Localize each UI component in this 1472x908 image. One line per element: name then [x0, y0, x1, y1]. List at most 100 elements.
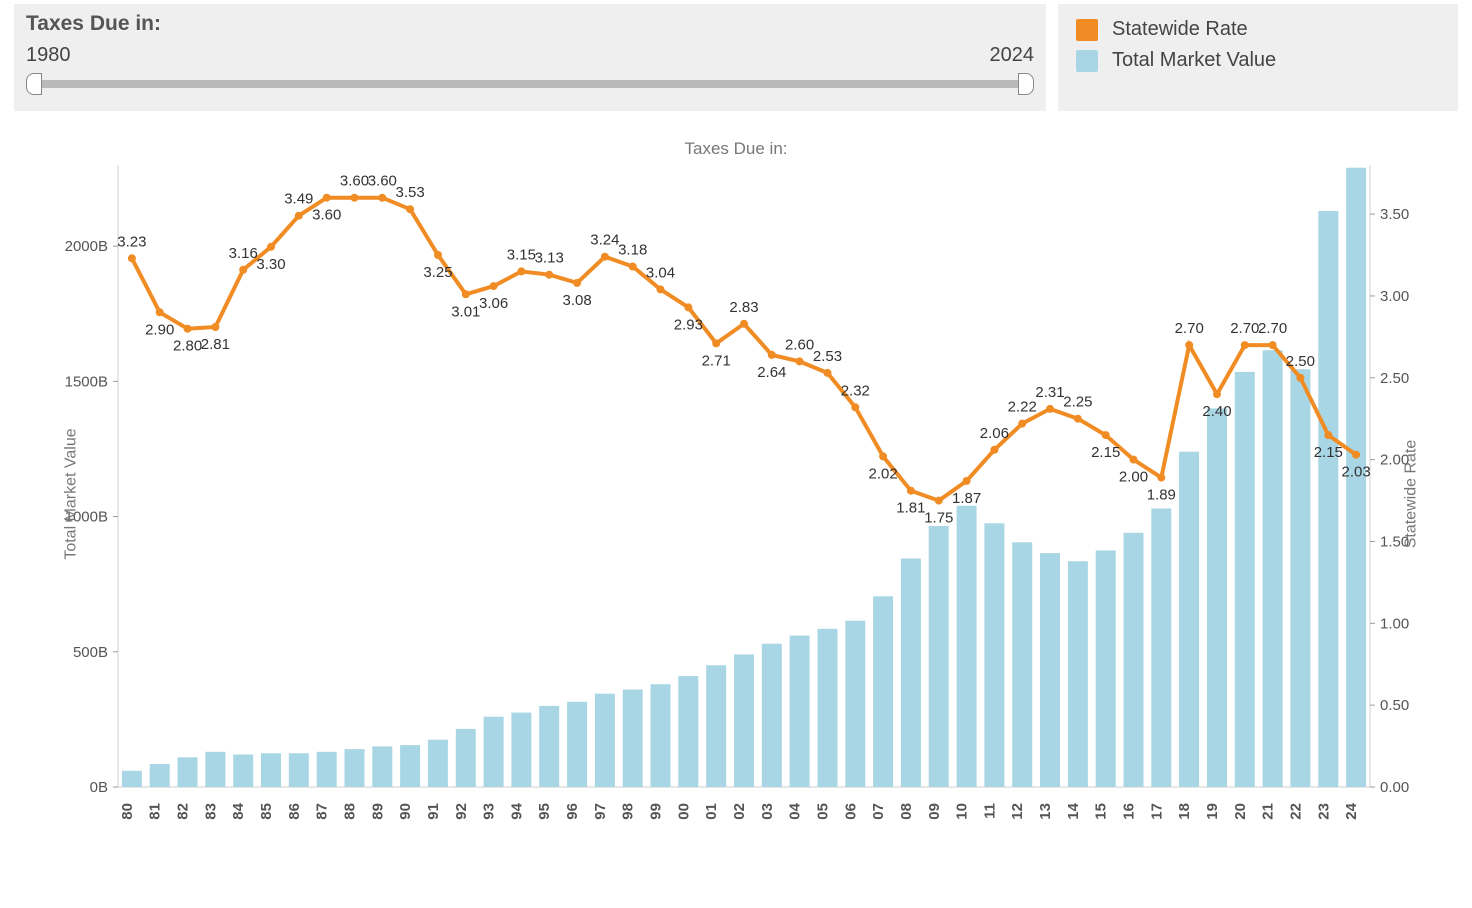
rate-marker[interactable]	[963, 477, 971, 485]
rate-marker[interactable]	[1185, 341, 1193, 349]
rate-data-label: 2.32	[841, 382, 870, 399]
bar[interactable]	[1012, 542, 1032, 787]
legend-item-statewide-rate[interactable]: Statewide Rate	[1076, 18, 1440, 41]
rate-marker[interactable]	[824, 369, 832, 377]
bar[interactable]	[511, 713, 531, 787]
rate-marker[interactable]	[629, 263, 637, 271]
bar[interactable]	[845, 621, 865, 787]
rate-marker[interactable]	[879, 452, 887, 460]
bar[interactable]	[400, 745, 420, 787]
bar[interactable]	[317, 752, 337, 787]
bar[interactable]	[1096, 550, 1116, 787]
rate-marker[interactable]	[323, 194, 331, 202]
bar[interactable]	[984, 523, 1004, 787]
slider-thumb-left[interactable]	[26, 73, 42, 95]
bar[interactable]	[1263, 350, 1283, 787]
bar[interactable]	[818, 629, 838, 787]
rate-marker[interactable]	[573, 279, 581, 287]
rate-marker[interactable]	[462, 290, 470, 298]
year-range-slider[interactable]	[26, 69, 1034, 97]
bar[interactable]	[929, 526, 949, 787]
bar[interactable]	[873, 596, 893, 787]
bar[interactable]	[150, 764, 170, 787]
rate-marker[interactable]	[907, 487, 915, 495]
slider-thumb-right[interactable]	[1018, 73, 1034, 95]
bar[interactable]	[1207, 408, 1227, 787]
bar[interactable]	[790, 636, 810, 787]
rate-marker[interactable]	[712, 339, 720, 347]
bar[interactable]	[706, 665, 726, 787]
bar[interactable]	[1068, 561, 1088, 787]
bar[interactable]	[178, 757, 198, 787]
bar[interactable]	[205, 752, 225, 787]
bar[interactable]	[428, 740, 448, 787]
rate-marker[interactable]	[1296, 374, 1304, 382]
rate-marker[interactable]	[1157, 474, 1165, 482]
rate-marker[interactable]	[1269, 341, 1277, 349]
bar[interactable]	[957, 506, 977, 787]
rate-marker[interactable]	[1074, 415, 1082, 423]
rate-marker[interactable]	[1130, 456, 1138, 464]
rate-marker[interactable]	[211, 323, 219, 331]
rate-marker[interactable]	[1324, 431, 1332, 439]
bar[interactable]	[567, 702, 587, 787]
rate-marker[interactable]	[1213, 390, 1221, 398]
rate-marker[interactable]	[128, 254, 136, 262]
bar[interactable]	[345, 749, 365, 787]
rate-marker[interactable]	[796, 357, 804, 365]
rate-data-label: 2.80	[173, 338, 202, 355]
rate-marker[interactable]	[768, 351, 776, 359]
bar[interactable]	[261, 753, 281, 787]
rate-marker[interactable]	[295, 212, 303, 220]
bar[interactable]	[1179, 452, 1199, 787]
rate-marker[interactable]	[1352, 451, 1360, 459]
rate-data-label: 1.81	[896, 500, 925, 517]
bar[interactable]	[901, 559, 921, 788]
bar[interactable]	[623, 690, 643, 787]
rate-marker[interactable]	[517, 267, 525, 275]
svg-text:08: 08	[898, 803, 915, 820]
rate-marker[interactable]	[490, 282, 498, 290]
bar[interactable]	[1151, 509, 1171, 788]
bar[interactable]	[1235, 372, 1255, 787]
rate-marker[interactable]	[990, 446, 998, 454]
bar[interactable]	[1290, 369, 1310, 787]
bar[interactable]	[122, 771, 142, 787]
bar[interactable]	[651, 684, 671, 787]
bar[interactable]	[456, 729, 476, 787]
rate-marker[interactable]	[545, 271, 553, 279]
bar[interactable]	[1318, 211, 1338, 787]
rate-marker[interactable]	[378, 194, 386, 202]
bar[interactable]	[539, 706, 559, 787]
bar[interactable]	[678, 676, 698, 787]
bar[interactable]	[484, 717, 504, 787]
rate-marker[interactable]	[434, 251, 442, 259]
bar[interactable]	[1124, 533, 1144, 787]
rate-marker[interactable]	[1018, 420, 1026, 428]
bar[interactable]	[372, 746, 392, 787]
rate-marker[interactable]	[351, 194, 359, 202]
rate-marker[interactable]	[267, 243, 275, 251]
rate-marker[interactable]	[684, 303, 692, 311]
rate-marker[interactable]	[406, 205, 414, 213]
rate-marker[interactable]	[601, 253, 609, 261]
legend-item-market-value[interactable]: Total Market Value	[1076, 49, 1440, 72]
rate-marker[interactable]	[657, 285, 665, 293]
rate-marker[interactable]	[184, 325, 192, 333]
rate-marker[interactable]	[1241, 341, 1249, 349]
rate-marker[interactable]	[851, 403, 859, 411]
bar[interactable]	[595, 694, 615, 787]
rate-marker[interactable]	[239, 266, 247, 274]
bar[interactable]	[734, 655, 754, 788]
rate-marker[interactable]	[935, 497, 943, 505]
rate-data-label: 2.22	[1008, 399, 1037, 416]
bar[interactable]	[1040, 553, 1060, 787]
bar[interactable]	[289, 753, 309, 787]
rate-marker[interactable]	[1046, 405, 1054, 413]
bar[interactable]	[762, 644, 782, 787]
rate-marker[interactable]	[1102, 431, 1110, 439]
rate-data-label: 3.01	[451, 303, 480, 320]
rate-marker[interactable]	[740, 320, 748, 328]
rate-marker[interactable]	[156, 308, 164, 316]
bar[interactable]	[233, 755, 253, 788]
